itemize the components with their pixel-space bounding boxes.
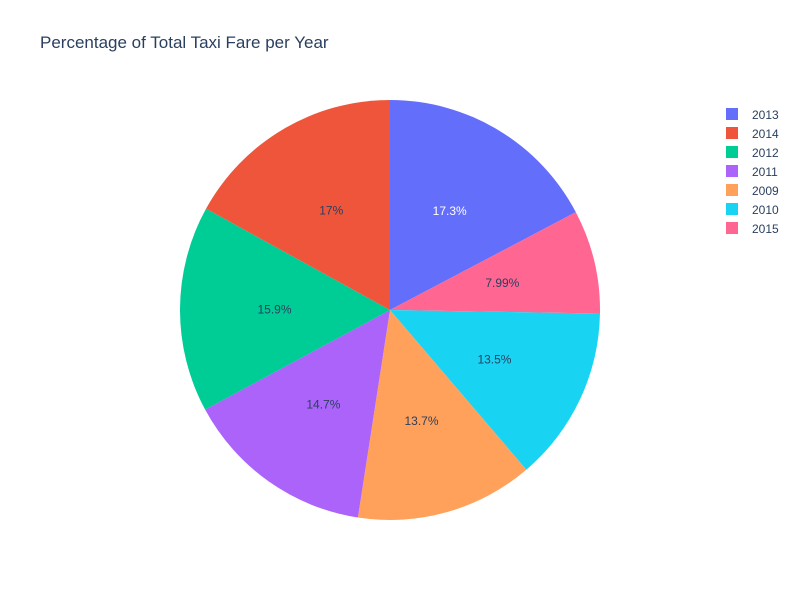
pie-slice-2011 <box>205 310 390 518</box>
legend-swatch-2014 <box>726 127 738 139</box>
slice-label-2015: 7.99% <box>485 276 519 290</box>
slice-label-2010: 13.5% <box>477 352 511 366</box>
legend-item-2011[interactable]: 2011 <box>726 165 778 179</box>
legend-label-2014: 2014 <box>752 127 779 141</box>
pie-slice-2010 <box>390 310 600 470</box>
legend-label-2011: 2011 <box>752 165 778 179</box>
legend: 2013 2014 2012 2011 2009 2010 2015 <box>726 108 779 236</box>
slice-label-2009: 13.7% <box>405 414 439 428</box>
legend-swatch-2009 <box>726 184 738 196</box>
pie-slice-2012 <box>180 208 390 410</box>
legend-item-2009[interactable]: 2009 <box>726 184 779 198</box>
legend-item-2014[interactable]: 2014 <box>726 127 779 141</box>
slice-label-2014: 17% <box>319 204 343 218</box>
slice-label-2013: 17.3% <box>433 204 467 218</box>
legend-item-2010[interactable]: 2010 <box>726 203 779 217</box>
legend-swatch-2012 <box>726 146 738 158</box>
legend-swatch-2010 <box>726 203 738 215</box>
pie-labels: 17.3% 7.99% 13.5% 13.7% 14.7% 15.9% 17% <box>257 204 519 429</box>
slice-label-2011: 14.7% <box>306 397 340 411</box>
pie-slice-2009 <box>357 310 527 520</box>
legend-item-2012[interactable]: 2012 <box>726 146 779 160</box>
legend-label-2012: 2012 <box>752 146 779 160</box>
legend-item-2013[interactable]: 2013 <box>726 108 779 122</box>
legend-item-2015[interactable]: 2015 <box>726 222 779 236</box>
legend-label-2010: 2010 <box>752 203 779 217</box>
legend-label-2009: 2009 <box>752 184 779 198</box>
legend-swatch-2011 <box>726 165 738 177</box>
pie-slice-2014 <box>206 99 390 310</box>
chart-title: Percentage of Total Taxi Fare per Year <box>40 33 329 52</box>
legend-label-2013: 2013 <box>752 108 779 122</box>
pie-slices <box>180 99 600 520</box>
pie-slice-2013 <box>390 100 576 310</box>
pie-slice-2015 <box>390 212 600 314</box>
legend-label-2015: 2015 <box>752 222 779 236</box>
legend-swatch-2013 <box>726 108 738 120</box>
slice-label-2012: 15.9% <box>257 302 291 316</box>
legend-swatch-2015 <box>726 222 738 234</box>
